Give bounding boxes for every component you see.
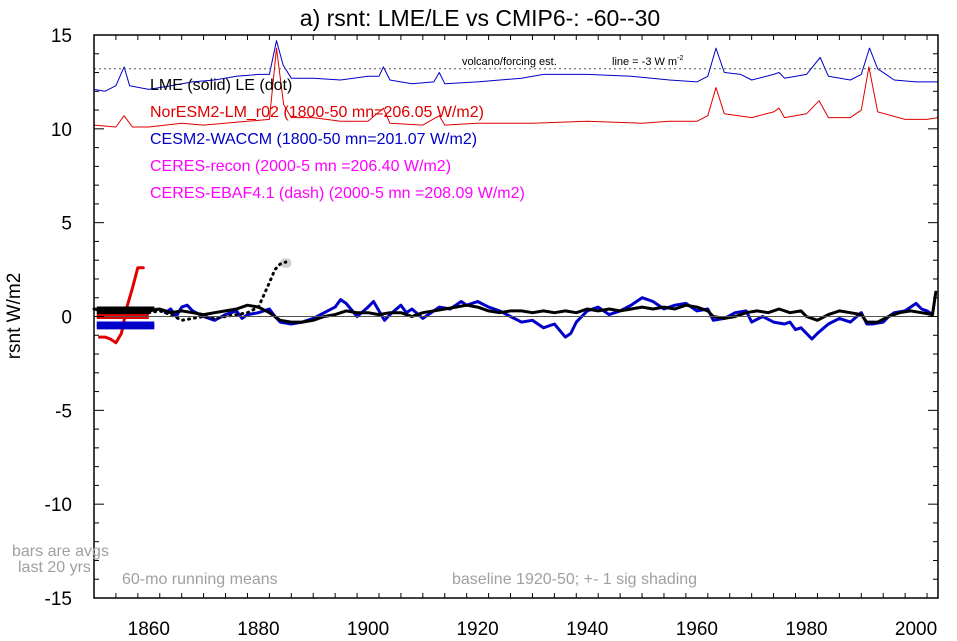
running-means-note: 60-mo running means	[122, 571, 278, 588]
y-tick-label: -15	[45, 589, 72, 610]
series-line-cesm2-waccm	[163, 296, 934, 341]
x-tick-label: 2000	[895, 619, 937, 640]
x-tick-label: 1940	[566, 619, 608, 640]
x-tick-label: 1920	[456, 619, 498, 640]
legend-entry: CESM2-WACCM (1800-50 mn=201.07 W/m2)	[150, 131, 477, 148]
x-tick-label: 1860	[128, 619, 170, 640]
y-tick-label: 15	[51, 26, 72, 47]
average-bars	[96, 306, 155, 330]
legend-entry: NorESM2-LM_r02 (1800-50 mn=206.05 W/m2)	[150, 104, 484, 121]
baseline-note: baseline 1920-50; +- 1 sig shading	[452, 571, 697, 588]
legend-entry: LME (solid) LE (dot)	[150, 77, 292, 94]
legend-entry: CERES-EBAF4.1 (dash) (2000-5 mn =208.09 …	[150, 185, 525, 202]
series-line-cesm2-waccm-forcing	[93, 40, 939, 92]
y-tick-label: 0	[61, 308, 72, 329]
y-tick-label: -5	[55, 401, 72, 422]
series-line-lme	[92, 290, 938, 324]
bars-note-line2: last 20 yrs	[18, 559, 91, 576]
sigma-shading	[94, 258, 292, 311]
x-tick-label: 1980	[785, 619, 827, 640]
volcano-annotation: volcano/forcing est.	[462, 56, 557, 68]
y-tick-label: -10	[45, 495, 72, 516]
legend: LME (solid) LE (dot) NorESM2-LM_r02 (1800…	[150, 77, 525, 202]
axis-ticks: -15 -10 -5 0 5 10 15 1860 1880 1900 1920 1940 1960 19…	[45, 26, 938, 640]
line-annotation: line = -3 W m-2	[612, 55, 683, 68]
y-axis-label: rsnt W/m2	[4, 273, 25, 360]
chart-title: a) rsnt: LME/LE vs CMIP6-: -60--30	[300, 5, 660, 31]
series-line-noresm2-lm-forcing	[93, 47, 939, 128]
x-tick-label: 1960	[676, 619, 718, 640]
y-tick-label: 10	[51, 120, 72, 141]
x-tick-label: 1900	[347, 619, 389, 640]
series-lines	[92, 40, 939, 345]
series-line-noresm2-lm	[98, 266, 145, 345]
line-annotation-superscript: -2	[677, 55, 683, 62]
line-annotation-text: line = -3 W m	[612, 56, 677, 68]
x-tick-label: 1880	[237, 619, 279, 640]
y-tick-label: 5	[61, 214, 72, 235]
legend-entry: CERES-recon (2000-5 mn =206.40 W/m2)	[150, 158, 451, 175]
bars-note-line1: bars are avgs	[12, 543, 109, 560]
